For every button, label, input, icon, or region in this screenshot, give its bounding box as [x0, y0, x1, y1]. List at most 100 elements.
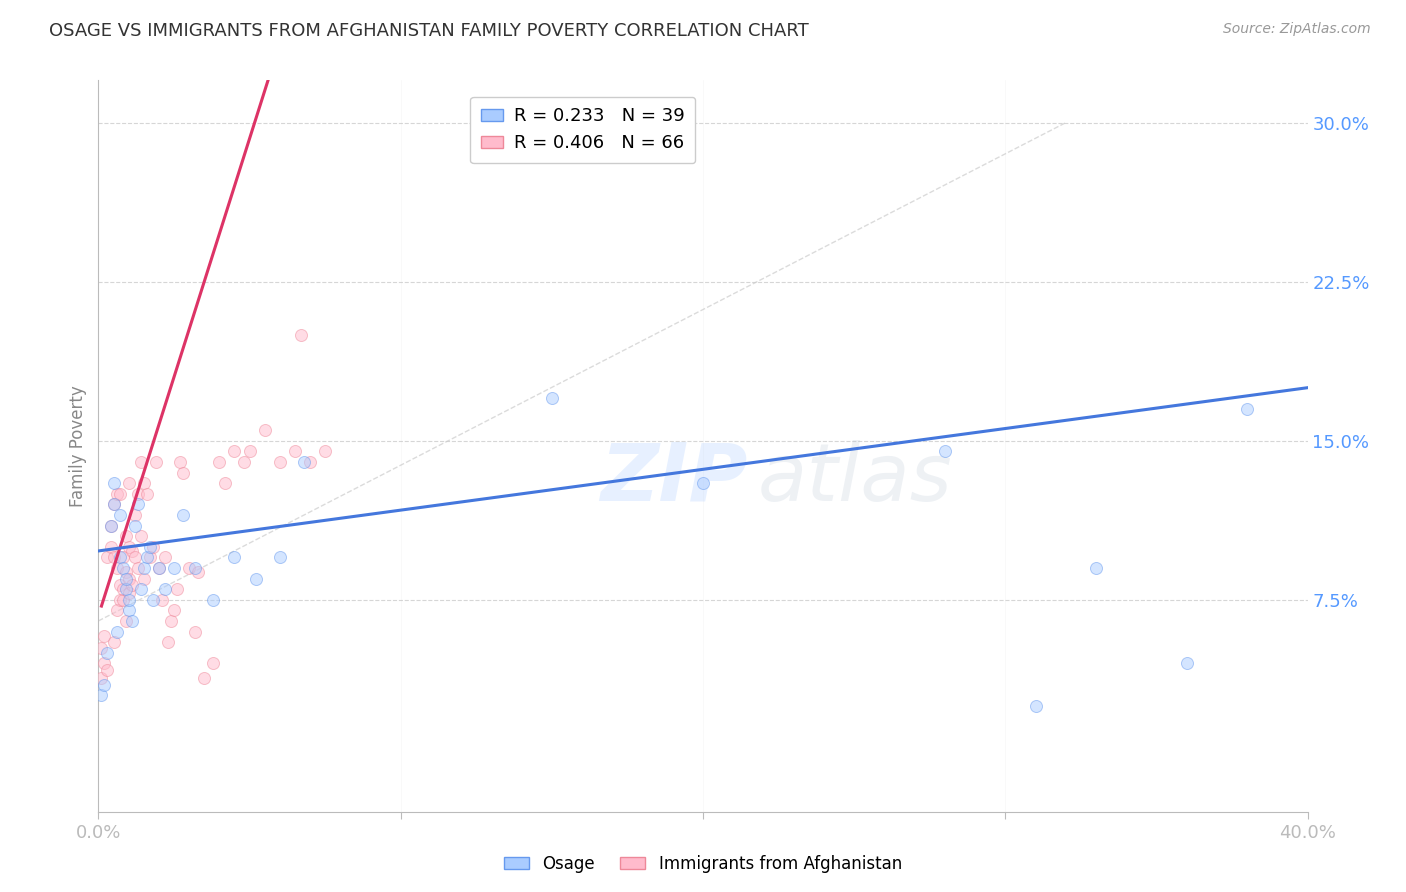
Point — [269, 550, 291, 565]
Point — [96, 550, 118, 565]
Point — [114, 572, 136, 586]
Point — [1024, 698, 1046, 713]
Point — [103, 497, 125, 511]
Point — [111, 550, 134, 565]
Point — [93, 657, 115, 671]
Point — [90, 688, 112, 702]
Point — [1236, 401, 1258, 416]
Point — [108, 486, 131, 500]
Point — [114, 565, 136, 579]
Point — [129, 455, 152, 469]
Point — [193, 671, 215, 685]
Point — [172, 508, 194, 522]
Point — [114, 582, 136, 596]
Point — [299, 455, 322, 469]
Legend: R = 0.233   N = 39, R = 0.406   N = 66: R = 0.233 N = 39, R = 0.406 N = 66 — [470, 96, 695, 163]
Point — [96, 646, 118, 660]
Point — [139, 540, 162, 554]
Point — [253, 423, 276, 437]
Point — [232, 455, 254, 469]
Point — [127, 561, 149, 575]
Point — [121, 614, 143, 628]
Point — [90, 641, 112, 656]
Point — [121, 544, 143, 558]
Point — [105, 486, 128, 500]
Point — [114, 614, 136, 628]
Point — [111, 582, 134, 596]
Point — [118, 592, 141, 607]
Point — [284, 444, 307, 458]
Point — [139, 550, 162, 565]
Point — [108, 550, 131, 565]
Point — [103, 550, 125, 565]
Point — [187, 565, 209, 579]
Point — [93, 677, 115, 691]
Point — [111, 592, 134, 607]
Legend: Osage, Immigrants from Afghanistan: Osage, Immigrants from Afghanistan — [498, 848, 908, 880]
Text: OSAGE VS IMMIGRANTS FROM AFGHANISTAN FAMILY POVERTY CORRELATION CHART: OSAGE VS IMMIGRANTS FROM AFGHANISTAN FAM… — [49, 22, 808, 40]
Point — [224, 444, 246, 458]
Point — [135, 550, 157, 565]
Point — [156, 635, 179, 649]
Point — [121, 578, 143, 592]
Point — [108, 508, 131, 522]
Point — [290, 327, 312, 342]
Point — [124, 508, 146, 522]
Point — [148, 561, 170, 575]
Point — [153, 582, 176, 596]
Point — [135, 486, 157, 500]
Point — [103, 476, 125, 491]
Point — [269, 455, 291, 469]
Point — [105, 561, 128, 575]
Point — [118, 572, 141, 586]
Point — [118, 603, 141, 617]
Point — [124, 550, 146, 565]
Point — [150, 592, 173, 607]
Point — [169, 455, 191, 469]
Point — [127, 497, 149, 511]
Point — [184, 624, 207, 639]
Point — [148, 561, 170, 575]
Text: Source: ZipAtlas.com: Source: ZipAtlas.com — [1223, 22, 1371, 37]
Point — [90, 671, 112, 685]
Point — [132, 561, 155, 575]
Point — [129, 582, 152, 596]
Point — [100, 540, 122, 554]
Point — [114, 529, 136, 543]
Point — [118, 540, 141, 554]
Point — [118, 476, 141, 491]
Point — [142, 540, 165, 554]
Point — [172, 466, 194, 480]
Point — [692, 476, 714, 491]
Point — [118, 586, 141, 600]
Point — [179, 561, 201, 575]
Point — [124, 518, 146, 533]
Point — [1085, 561, 1108, 575]
Point — [1175, 657, 1198, 671]
Point — [214, 476, 236, 491]
Point — [132, 476, 155, 491]
Point — [105, 603, 128, 617]
Point — [292, 455, 315, 469]
Point — [105, 624, 128, 639]
Point — [132, 572, 155, 586]
Point — [202, 592, 225, 607]
Point — [208, 455, 231, 469]
Point — [108, 578, 131, 592]
Point — [160, 614, 183, 628]
Point — [129, 529, 152, 543]
Point — [163, 561, 186, 575]
Point — [100, 518, 122, 533]
Point — [224, 550, 246, 565]
Y-axis label: Family Poverty: Family Poverty — [69, 385, 87, 507]
Text: ZIP: ZIP — [600, 440, 748, 518]
Point — [93, 629, 115, 643]
Point — [239, 444, 262, 458]
Point — [100, 518, 122, 533]
Point — [103, 497, 125, 511]
Point — [142, 592, 165, 607]
Point — [111, 561, 134, 575]
Point — [103, 635, 125, 649]
Point — [163, 603, 186, 617]
Point — [202, 657, 225, 671]
